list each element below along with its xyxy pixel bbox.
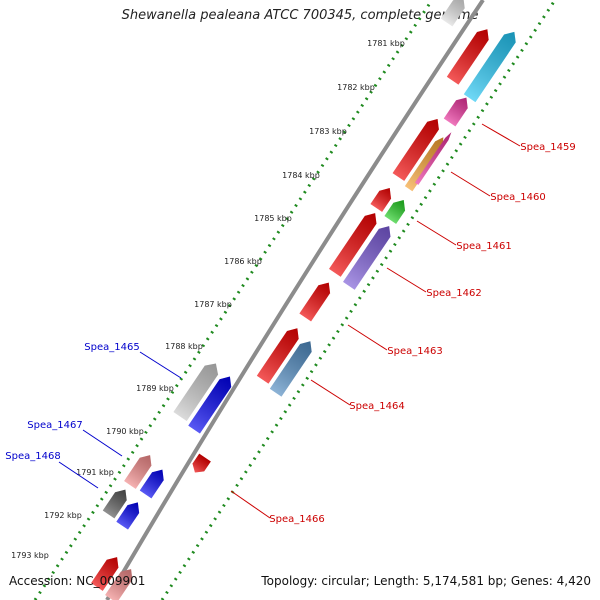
figure-title: Shewanella pealeana ATCC 700345, complet… <box>121 8 479 23</box>
gene-block-1464-red[interactable] <box>256 324 303 384</box>
gene-label[interactable]: Spea_1464 <box>349 401 404 412</box>
gene-label[interactable]: Spea_1466 <box>269 514 324 525</box>
tick-label: 1786 kbp <box>224 257 262 266</box>
gene-block-1462-red[interactable] <box>329 209 381 277</box>
tick-label: 1792 kbp <box>44 511 82 520</box>
gene-block-1465-blue[interactable] <box>188 373 235 434</box>
gene-block-1460-magenta[interactable] <box>443 94 472 127</box>
gene-callout-line <box>347 324 388 351</box>
tick-label: 1784 kbp <box>282 171 320 180</box>
gene-callout-line <box>481 123 521 147</box>
gene-block-1460-orange[interactable] <box>404 135 447 192</box>
gene-block-1464-steel[interactable] <box>269 337 316 397</box>
gene-block-extra-red[interactable] <box>91 553 123 591</box>
gene-label[interactable]: Spea_1463 <box>387 346 442 357</box>
tick-label: 1783 kbp <box>309 127 347 136</box>
gene-block-1460-magenta-b[interactable] <box>415 131 453 185</box>
accession-text: Accession: NC_009901 <box>9 574 146 588</box>
gene-block-1459-red[interactable] <box>446 25 493 85</box>
gene-block-1460-red[interactable] <box>392 115 444 181</box>
gene-block-1463-red[interactable] <box>299 279 334 322</box>
gene-callout-line <box>82 429 123 457</box>
gene-callout-line <box>310 379 351 406</box>
genome-backbone <box>105 0 485 600</box>
tick-label: 1787 kbp <box>194 300 232 309</box>
tick-label: 1791 kbp <box>76 468 114 477</box>
gene-label[interactable]: Spea_1462 <box>426 288 481 299</box>
gene-label[interactable]: Spea_1468 <box>5 451 60 462</box>
gene-block-1462-purple[interactable] <box>343 222 395 290</box>
gene-layer <box>91 0 520 600</box>
gene-label[interactable]: Spea_1465 <box>84 342 139 353</box>
gene-block-1459-cyan[interactable] <box>463 28 520 103</box>
gene-label[interactable]: Spea_1459 <box>520 142 575 153</box>
gene-block-1461-red[interactable] <box>370 184 395 212</box>
gene-block-1468-gray[interactable] <box>102 486 131 519</box>
tick-label: 1788 kbp <box>165 342 203 351</box>
tick-label: 1789 kbp <box>136 384 174 393</box>
tick-label: 1793 kbp <box>11 551 49 560</box>
gene-callout-line <box>450 171 491 197</box>
gene-block-1466-red[interactable] <box>189 453 211 477</box>
gene-callout-line <box>416 220 457 246</box>
gene-block-1465-silver[interactable] <box>173 359 222 422</box>
tick-label: 1781 kbp <box>367 39 405 48</box>
tick-label: 1782 kbp <box>337 83 375 92</box>
tick-label: 1790 kbp <box>106 427 144 436</box>
gene-block-top-silver[interactable] <box>440 0 469 27</box>
gene-callout-line <box>58 461 99 489</box>
topology-text: Topology: circular; Length: 5,174,581 bp… <box>261 574 591 588</box>
label-layer: Spea_1459 Spea_1460 Spea_1461 Spea_1462 Spea… <box>5 123 576 525</box>
gene-label[interactable]: Spea_1467 <box>27 420 82 431</box>
gene-label[interactable]: Spea_1461 <box>456 241 511 252</box>
gene-block-1467-pink[interactable] <box>124 451 156 489</box>
gene-block-1468-blue[interactable] <box>116 498 143 530</box>
gene-block-1461-green[interactable] <box>384 196 409 224</box>
gene-callout-line <box>230 490 271 519</box>
gene-callout-line <box>386 267 427 293</box>
tick-label: 1785 kbp <box>254 214 292 223</box>
tick-layer: 1781 kbp 1782 kbp 1783 kbp 1784 kbp 1785 kbp… <box>11 39 405 560</box>
gene-block-extra-pink[interactable] <box>105 565 137 600</box>
gene-label[interactable]: Spea_1460 <box>490 192 545 203</box>
gene-callout-line <box>139 351 182 379</box>
gene-block-1467-blue[interactable] <box>139 466 168 499</box>
